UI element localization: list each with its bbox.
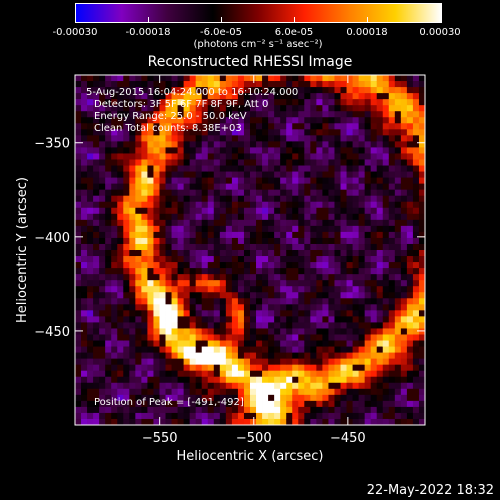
colorbar-tick-mark: [294, 17, 295, 22]
colorbar-tick-mark: [367, 17, 368, 22]
colorbar-tick-label: -0.00018: [125, 27, 171, 38]
colorbar-tick-mark: [148, 17, 149, 22]
x-tick-label: −450: [330, 431, 366, 446]
x-axis-label: Heliocentric X (arcsec): [177, 449, 324, 464]
colorbar-tick-mark: [440, 17, 441, 22]
colorbar-tick-label: 6.0e-05: [274, 27, 314, 38]
info-time-range: 5-Aug-2015 16:04:24.000 to 16:10:24.000: [86, 87, 299, 98]
chart-title: Reconstructed RHESSI Image: [147, 54, 353, 70]
peak-position-label: Position of Peak = [-491,-492]: [94, 397, 244, 408]
y-tick-label: −450: [34, 325, 70, 340]
y-tick-label: −400: [34, 231, 70, 246]
x-tick-label: −550: [142, 431, 178, 446]
info-detectors: Detectors: 3F 5F 6F 7F 8F 9F, Att 0: [94, 99, 269, 110]
colorbar-tick-mark: [221, 17, 222, 22]
colorbar-tick-label: 0.00018: [346, 27, 388, 38]
y-tick-label: −350: [34, 137, 70, 152]
colorbar-units-label: (photons cm⁻² s⁻¹ asec⁻²): [193, 39, 323, 50]
heatmap-cells: [75, 75, 426, 426]
colorbar-tick-mark: [75, 17, 76, 22]
info-energy-range: Energy Range: 25.0 - 50.0 keV: [94, 111, 247, 122]
x-tick-label: −500: [236, 431, 272, 446]
colorbar: [75, 3, 442, 23]
info-clean-counts: Clean Total counts: 8.38E+03: [94, 123, 242, 134]
colorbar-tick-label: 0.00030: [419, 27, 461, 38]
colorbar-tick-label: -6.0e-05: [200, 27, 242, 38]
footer-date: 22-May-2022 18:32: [366, 483, 494, 498]
colorbar-tick-label: -0.00030: [52, 27, 98, 38]
plot-frame: [74, 74, 426, 426]
y-axis-label: Heliocentric Y (arcsec): [15, 177, 30, 323]
